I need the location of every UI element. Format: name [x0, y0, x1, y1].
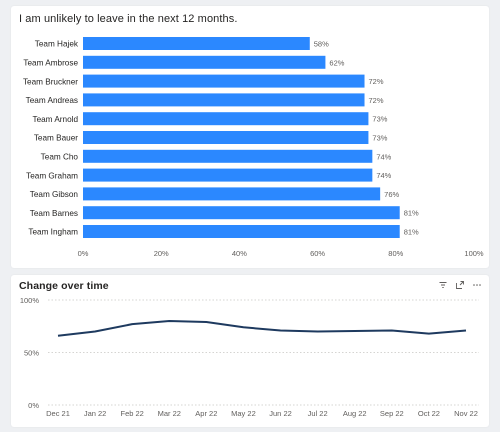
x-tick-label: Nov 22 — [454, 409, 478, 418]
bar[interactable] — [83, 112, 369, 126]
more-options-icon[interactable] — [473, 281, 481, 289]
bar[interactable] — [83, 55, 326, 69]
x-tick-label: 60% — [310, 249, 325, 258]
bar[interactable] — [83, 74, 365, 88]
bar[interactable] — [83, 225, 400, 238]
x-tick-label: Sep 22 — [380, 409, 404, 418]
bar-value-label: 72% — [369, 96, 384, 105]
x-tick-label: 100% — [464, 249, 484, 258]
y-tick-label: 50% — [24, 349, 39, 358]
bar-value-label: 72% — [369, 77, 384, 86]
x-tick-label: 80% — [388, 249, 403, 258]
bar-value-label: 81% — [404, 228, 419, 237]
bar-chart: Team Hajek 58% Team Ambrose 62% Team Bruckne… — [23, 37, 484, 258]
bar-chart-card: I am unlikely to leave in the next 12 mo… — [11, 6, 489, 268]
bar[interactable] — [83, 131, 369, 144]
bar-category-label: Team Ingham — [28, 228, 78, 237]
line-chart-card: Change over time 0% 50% 100% Dec 21 Jan 22 Fe… — [11, 275, 489, 427]
bar-category-label: Team Bruckner — [23, 77, 78, 86]
x-tick-label: Jan 22 — [84, 409, 107, 418]
bar-category-label: Team Ambrose — [23, 59, 78, 68]
line-chart: 0% 50% 100% Dec 21 Jan 22 Feb 22 Mar 22 Apr 22 M… — [20, 296, 479, 418]
bar[interactable] — [83, 168, 373, 182]
x-tick-label: Dec 21 — [46, 409, 70, 418]
line-chart-title: Change over time — [19, 280, 109, 292]
bar-value-label: 73% — [372, 115, 387, 124]
x-tick-label: 0% — [78, 249, 89, 258]
x-tick-label: Apr 22 — [195, 409, 217, 418]
focus-mode-icon[interactable] — [456, 281, 464, 289]
x-tick-label: Oct 22 — [418, 409, 440, 418]
filter-icon[interactable] — [439, 281, 447, 289]
x-tick-label: 20% — [154, 249, 169, 258]
bar-category-label: Team Cho — [41, 153, 79, 162]
bar-value-label: 74% — [376, 171, 391, 180]
bar[interactable] — [83, 37, 310, 50]
x-tick-label: 40% — [232, 249, 247, 258]
bar-category-label: Team Barnes — [30, 209, 78, 218]
x-tick-label: Jul 22 — [308, 409, 328, 418]
x-tick-label: Jun 22 — [269, 409, 292, 418]
bar[interactable] — [83, 206, 400, 220]
bar-category-label: Team Hajek — [35, 40, 79, 49]
bar-category-label: Team Arnold — [32, 115, 78, 124]
bar-value-label: 81% — [404, 209, 419, 218]
x-tick-label: May 22 — [231, 409, 256, 418]
visual-toolbar — [439, 281, 481, 289]
x-tick-label: Mar 22 — [158, 409, 181, 418]
bar-value-label: 74% — [376, 152, 391, 161]
bar-value-label: 58% — [314, 40, 329, 49]
bar[interactable] — [83, 149, 373, 163]
x-tick-label: Aug 22 — [343, 409, 367, 418]
bar-category-label: Team Andreas — [26, 96, 78, 105]
bar-chart-title: I am unlikely to leave in the next 12 mo… — [19, 13, 238, 25]
bar-category-label: Team Bauer — [34, 134, 78, 143]
y-tick-label: 0% — [28, 401, 39, 410]
series-line[interactable] — [57, 320, 467, 337]
x-tick-label: Feb 22 — [121, 409, 144, 418]
bar-value-label: 76% — [384, 190, 399, 199]
bar[interactable] — [83, 187, 381, 201]
bar-category-label: Team Graham — [26, 171, 78, 180]
bar-value-label: 73% — [372, 134, 387, 143]
bar-category-label: Team Gibson — [30, 190, 79, 199]
y-tick-label: 100% — [20, 296, 40, 305]
bar-value-label: 62% — [329, 58, 344, 67]
bar[interactable] — [83, 93, 365, 107]
